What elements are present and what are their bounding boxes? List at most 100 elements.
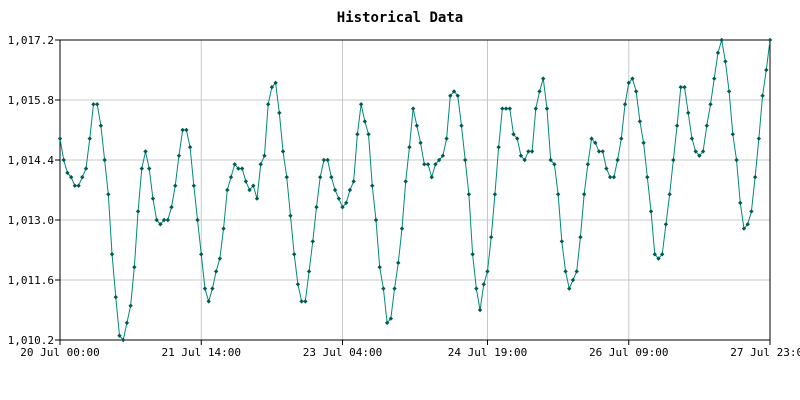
data-point [143, 149, 148, 154]
data-point [570, 277, 576, 283]
data-point [239, 166, 245, 171]
data-point [671, 157, 676, 163]
data-point [764, 67, 769, 73]
data-point [340, 204, 345, 210]
data-point [436, 157, 442, 163]
data-point [719, 37, 724, 43]
data-point [247, 187, 252, 193]
data-point [176, 153, 182, 158]
data-point [422, 162, 427, 167]
data-point [94, 102, 100, 107]
data-point [150, 196, 156, 201]
x-tick-label: 23 Jul 04:00 [303, 346, 382, 359]
y-tick-label: 1,013.0 [8, 214, 54, 227]
data-point [210, 286, 215, 291]
data-point [396, 260, 401, 266]
data-point [139, 166, 144, 171]
data-point [336, 196, 341, 201]
data-point [552, 162, 557, 167]
data-point [87, 136, 92, 141]
data-point [574, 269, 579, 274]
data-point [217, 256, 223, 261]
data-point [403, 179, 408, 184]
data-point [202, 286, 208, 291]
data-point [399, 226, 405, 231]
data-point [548, 157, 553, 163]
data-point [251, 183, 256, 188]
data-point [604, 166, 609, 171]
y-tick-label: 1,014.4 [8, 154, 55, 167]
data-point [366, 132, 371, 137]
data-point [756, 136, 762, 141]
data-point [147, 166, 152, 171]
data-point [611, 174, 617, 180]
data-point [600, 149, 605, 154]
data-point [752, 174, 758, 180]
data-point [57, 136, 63, 141]
data-point [306, 269, 312, 274]
data-point [180, 127, 185, 133]
data-point [213, 269, 219, 274]
data-point [358, 102, 364, 107]
data-point [377, 264, 382, 270]
data-point [154, 217, 159, 223]
y-axis: 1,010.2 1,011.6 1,013.0 1,014.4 1,015.8 1,017… [8, 34, 60, 347]
data-point [80, 174, 85, 180]
data-point [515, 136, 520, 141]
data-point [511, 132, 516, 137]
data-point [332, 187, 338, 193]
data-point [351, 179, 356, 184]
data-point [448, 93, 453, 98]
data-point [291, 252, 297, 257]
data-point [98, 123, 104, 128]
data-point [236, 166, 241, 171]
data-point [686, 110, 691, 116]
data-point [355, 132, 360, 137]
data-point [109, 252, 115, 257]
data-point [489, 234, 494, 240]
data-point [477, 307, 483, 313]
data-point [106, 192, 111, 197]
data-point [730, 132, 736, 137]
data-point [120, 337, 126, 343]
data-point [626, 80, 631, 86]
data-point [470, 252, 475, 257]
data-point [559, 239, 565, 244]
data-point [533, 106, 539, 111]
data-point [726, 89, 732, 94]
data-point [455, 93, 460, 98]
data-point [496, 144, 501, 150]
data-point [128, 303, 133, 308]
series-line [59, 39, 771, 342]
data-point [652, 252, 657, 257]
data-point [474, 286, 479, 291]
data-point [451, 89, 457, 94]
data-point [749, 209, 754, 214]
data-point [607, 174, 613, 180]
data-point [697, 153, 702, 158]
data-point [418, 140, 423, 146]
data-point [370, 183, 375, 188]
data-point [273, 80, 278, 86]
data-point [410, 106, 416, 111]
data-point [277, 110, 282, 116]
data-point [173, 183, 178, 188]
data-point [641, 140, 646, 146]
data-point [689, 136, 695, 141]
x-tick-label: 21 Jul 14:00 [162, 346, 241, 359]
data-point [585, 162, 591, 167]
data-point [593, 140, 598, 146]
data-point [373, 217, 379, 223]
data-point [723, 59, 728, 64]
data-point [537, 89, 542, 94]
data-point [633, 89, 639, 94]
data-point [659, 252, 665, 257]
data-point [440, 153, 446, 158]
data-point [544, 106, 550, 111]
data-point [269, 84, 275, 90]
x-tick-label: 27 Jul 23:00 [730, 346, 800, 359]
data-point [392, 286, 397, 291]
data-point [191, 183, 197, 188]
data-point [708, 102, 713, 107]
x-tick-label: 24 Jul 19:00 [448, 346, 527, 359]
